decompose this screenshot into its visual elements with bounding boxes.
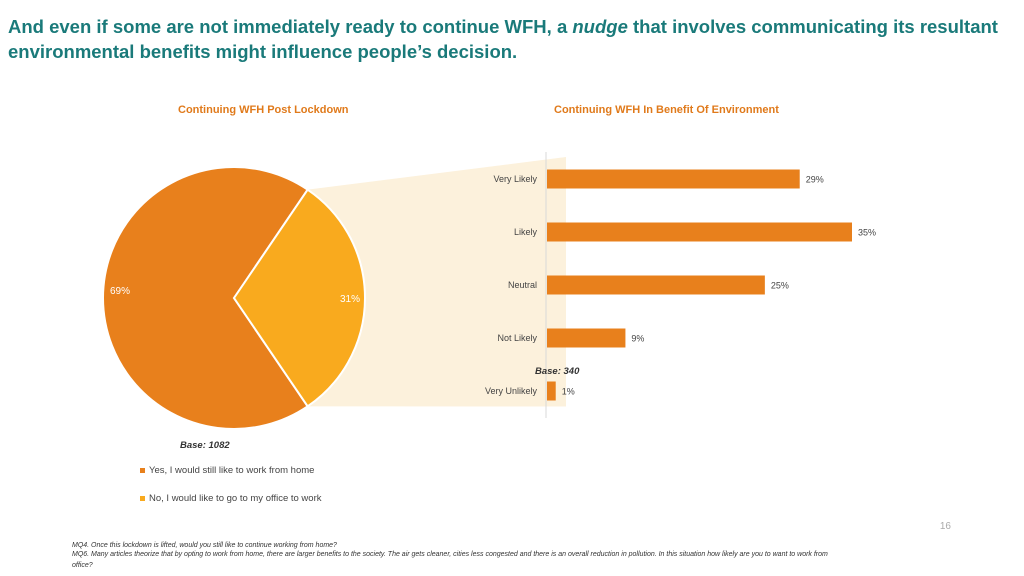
bar-category-label: Not Likely [497, 333, 537, 343]
page-number: 16 [939, 521, 951, 532]
legend-label-no: No, I would like to go to my office to w… [149, 493, 322, 504]
title-emphasis: nudge [572, 16, 628, 37]
pie-bar-connector [307, 157, 566, 407]
bar-category-label: Likely [514, 227, 538, 237]
bar-value-label: 35% [858, 228, 876, 238]
bar-value-label: 25% [771, 281, 789, 291]
bar-value-label: 1% [562, 387, 575, 397]
bar-category-label: Very Likely [493, 174, 537, 184]
legend-label-yes: Yes, I would still like to work from hom… [149, 465, 315, 476]
bar-category-label: Neutral [508, 280, 537, 290]
page-title: And even if some are not immediately rea… [8, 16, 998, 62]
pie-slice-no [232, 188, 366, 408]
bar-likely [547, 222, 852, 242]
footnote-mq6: MQ6. Many articles theorize that by opti… [72, 551, 828, 569]
bar-very-likely [547, 169, 800, 189]
bar-base-label: Base: 340 [535, 366, 580, 377]
pie-slice-yes [102, 166, 310, 430]
pie-label-yes: 69% [110, 286, 130, 297]
pie-base-label: Base: 1082 [180, 440, 230, 451]
legend-item-no: No, I would like to go to my office to w… [140, 493, 321, 504]
legend-swatch-yes [140, 468, 145, 473]
bar-neutral [547, 275, 765, 295]
bar-category-label: Very Unlikely [485, 386, 538, 396]
bar-value-label: 9% [631, 334, 644, 344]
pie-chart-title: Continuing WFH Post Lockdown [178, 104, 349, 116]
legend-item-yes: Yes, I would still like to work from hom… [140, 465, 314, 476]
footnote-mq4: MQ4. Once this lockdown is lifted, would… [72, 542, 337, 549]
bar-very-unlikely [547, 381, 556, 401]
pie-label-no: 31% [340, 294, 360, 305]
bar-chart-title: Continuing WFH In Benefit Of Environment [554, 104, 779, 116]
bar-not-likely [547, 328, 626, 348]
legend-swatch-no [140, 496, 145, 501]
bar-value-label: 29% [806, 175, 824, 185]
